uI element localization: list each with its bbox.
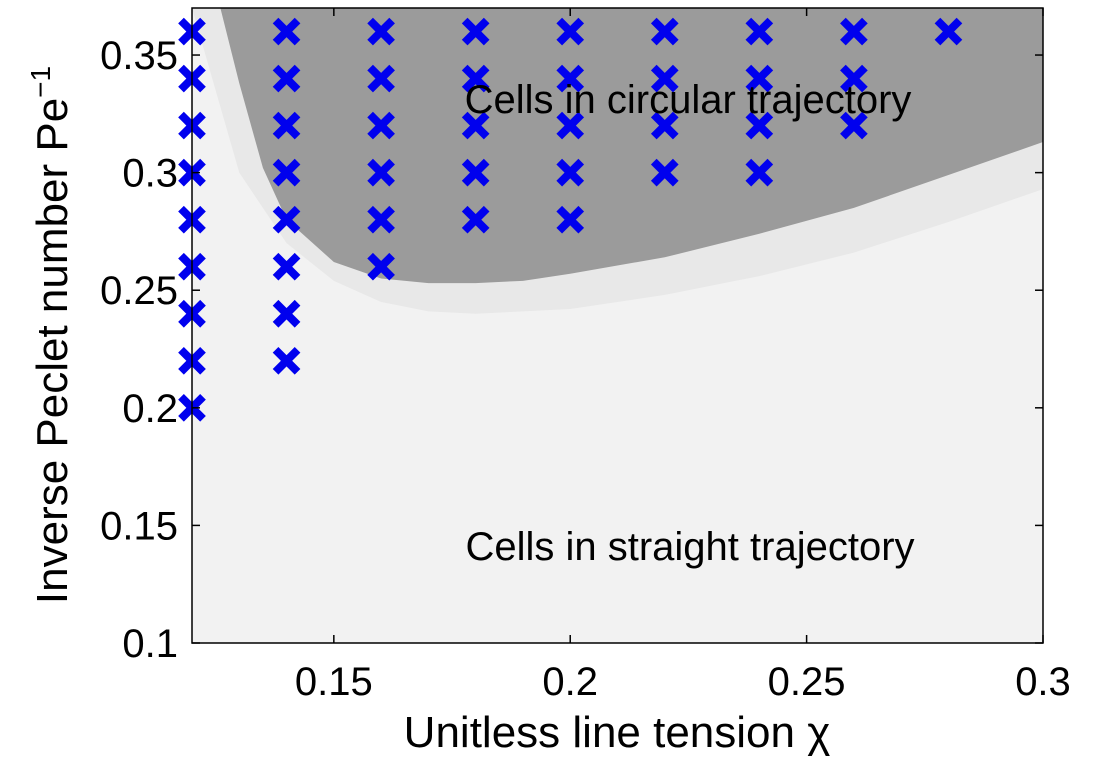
data-point-marker <box>745 158 774 187</box>
plot-area <box>192 8 1043 643</box>
data-point-marker <box>367 111 395 140</box>
data-point-marker <box>840 17 868 46</box>
data-point-marker <box>272 17 301 46</box>
data-point-marker <box>272 64 301 93</box>
data-point-marker <box>461 205 490 234</box>
straight-region-label: Cells in straight trajectory <box>465 525 914 569</box>
data-point-marker <box>461 158 490 187</box>
plot-border <box>191 7 1044 644</box>
x-tick-label: 0.25 <box>768 660 846 704</box>
data-point-marker <box>272 299 301 328</box>
data-point-marker <box>650 17 679 46</box>
data-point-marker <box>650 111 679 140</box>
data-point-marker <box>650 158 679 187</box>
circular-region-label: Cells in circular trajectory <box>465 78 912 122</box>
data-point-marker <box>556 64 585 93</box>
y-axis-label-main: Inverse Peclet number Pe <box>28 98 77 604</box>
axes-frame <box>191 7 1044 644</box>
y-tick-label: 0.35 <box>100 34 178 78</box>
data-point-marker <box>461 17 490 46</box>
y-tick-label: 0.1 <box>122 622 178 666</box>
y-axis-label-superscript: −1 <box>25 66 56 98</box>
data-point-marker <box>272 346 301 375</box>
y-tick-label: 0.25 <box>100 269 178 313</box>
x-tick-label: 0.3 <box>1015 660 1071 704</box>
data-point-marker <box>367 252 395 281</box>
data-point-marker <box>367 158 395 187</box>
y-tick-label: 0.15 <box>100 504 178 548</box>
data-point-marker <box>272 252 301 281</box>
data-point-marker <box>556 111 585 140</box>
axis-ticks: 0.15 0.2 0.25 0.3 0.1 0.15 0.2 0.25 0.3 0.35 <box>100 8 1071 704</box>
x-tick-label: 0.2 <box>542 660 598 704</box>
y-tick-label: 0.2 <box>122 387 178 431</box>
x-tick-label: 0.15 <box>295 660 373 704</box>
y-tick-label: 0.3 <box>122 152 178 196</box>
x-axis-label: Unitless line tension χ <box>404 708 831 757</box>
data-point-marker <box>934 17 963 46</box>
data-point-marker <box>556 17 585 46</box>
data-point-marker <box>556 158 585 187</box>
data-point-marker <box>650 64 679 93</box>
data-point-marker <box>745 111 774 140</box>
data-point-marker <box>272 205 301 234</box>
data-point-marker <box>745 64 774 93</box>
y-axis-label: Inverse Peclet number Pe−1 <box>25 66 77 604</box>
data-point-marker <box>272 111 301 140</box>
data-point-marker <box>367 17 395 46</box>
circular-region <box>220 8 1043 284</box>
data-point-marker <box>272 158 301 187</box>
data-point-marker <box>556 205 585 234</box>
data-point-marker <box>840 111 868 140</box>
data-point-marker <box>745 17 774 46</box>
data-point-marker <box>840 64 868 93</box>
data-point-marker <box>461 111 490 140</box>
data-point-marker <box>461 64 490 93</box>
data-point-marker <box>367 205 395 234</box>
data-point-marker <box>367 64 395 93</box>
